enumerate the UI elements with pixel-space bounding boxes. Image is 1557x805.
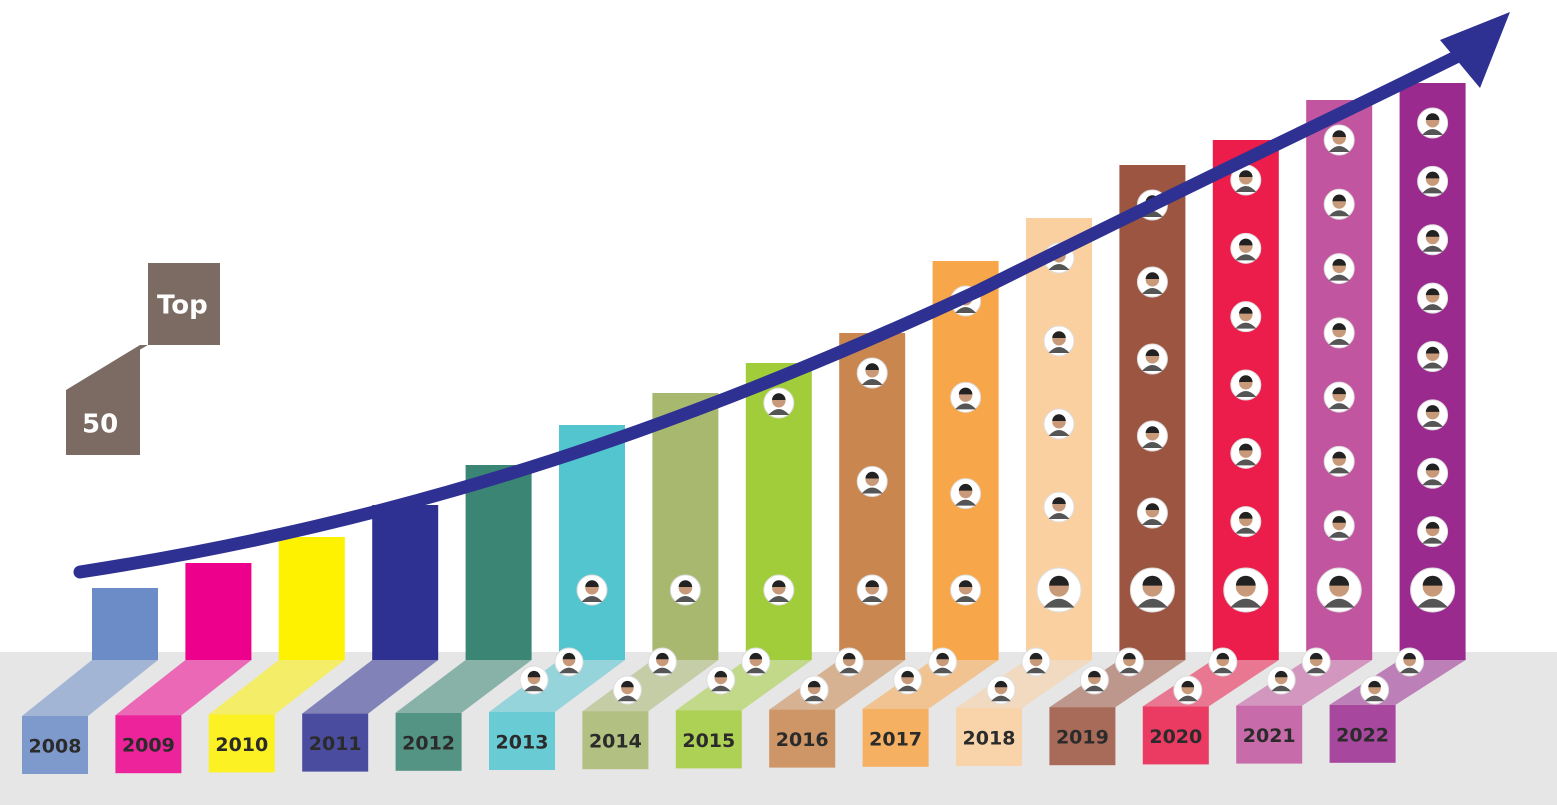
year-bar bbox=[92, 588, 158, 660]
year-bar bbox=[652, 393, 718, 660]
year-label: 2014 bbox=[589, 731, 642, 753]
badge-top: Top bbox=[157, 291, 208, 321]
year-bar bbox=[372, 505, 438, 660]
year-label: 2018 bbox=[963, 728, 1016, 750]
year-label: 2013 bbox=[496, 732, 549, 754]
year-label: 2010 bbox=[215, 734, 268, 756]
year-label: 2019 bbox=[1056, 727, 1109, 749]
badge-number: 50 bbox=[82, 410, 118, 440]
infographic: Top 50 2008 2009 2010 2011 2012 2013 2014 2015 2… bbox=[0, 0, 1557, 805]
arrow-head bbox=[1440, 12, 1510, 88]
year-label: 2017 bbox=[869, 728, 922, 750]
year-bar bbox=[466, 465, 532, 660]
year-label: 2016 bbox=[776, 729, 829, 751]
year-bar bbox=[185, 563, 251, 660]
year-label: 2009 bbox=[122, 735, 175, 757]
year-label: 2008 bbox=[29, 736, 82, 758]
year-label: 2011 bbox=[309, 733, 362, 755]
year-label: 2022 bbox=[1336, 724, 1389, 746]
year-label: 2020 bbox=[1149, 726, 1202, 748]
year-label: 2012 bbox=[402, 732, 455, 754]
year-label: 2015 bbox=[682, 730, 735, 752]
page: Top 50 2008 2009 2010 2011 2012 2013 2014 2015 2… bbox=[0, 0, 1557, 805]
year-bar bbox=[279, 537, 345, 660]
year-label: 2021 bbox=[1243, 725, 1296, 747]
